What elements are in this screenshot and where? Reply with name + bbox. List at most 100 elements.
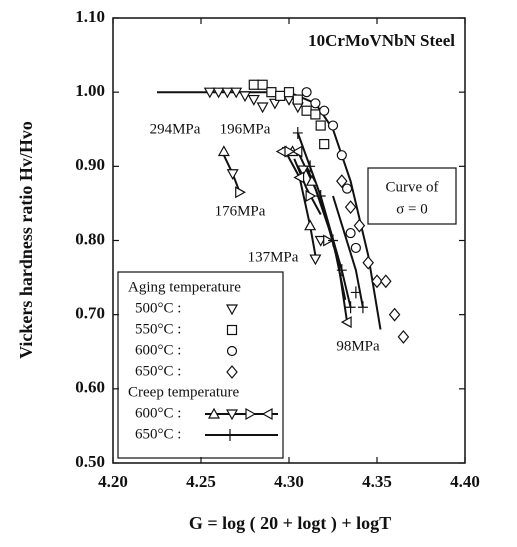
marker: [203, 87, 216, 99]
annotation-box: [367, 167, 457, 225]
legend-title: Creep temperature: [128, 384, 240, 400]
marker: [350, 286, 361, 299]
marker: [266, 87, 277, 98]
marker: [304, 219, 317, 231]
marker: [336, 264, 347, 277]
annotation: 176MPa: [215, 203, 266, 219]
marker: [340, 316, 352, 329]
marker: [256, 102, 269, 114]
marker: [350, 242, 361, 254]
marker: [226, 324, 238, 336]
annotation: Curve of: [386, 179, 439, 195]
y-tick-label: 0.50: [75, 452, 105, 471]
marker: [305, 160, 316, 173]
marker: [362, 255, 374, 270]
marker: [217, 145, 230, 157]
marker: [310, 109, 321, 120]
chart-title: 10CrMoVNbN Steel: [308, 31, 455, 50]
x-axis-label: G = log ( 20 + logt ) + logT: [189, 513, 391, 534]
y-tick-label: 1.10: [75, 7, 105, 26]
curve: [293, 158, 322, 215]
legend-box: [117, 271, 284, 459]
marker: [207, 407, 221, 419]
x-tick-label: 4.35: [362, 472, 392, 491]
marker: [225, 409, 239, 421]
marker: [212, 87, 225, 99]
marker: [301, 87, 312, 98]
annotation: 196MPa: [220, 121, 271, 137]
marker: [328, 234, 338, 247]
marker: [344, 200, 357, 215]
legend-label: 650°C :: [135, 426, 181, 442]
legend-label: 550°C :: [135, 321, 181, 337]
legend-label: 600°C :: [135, 405, 181, 421]
marker: [319, 138, 330, 150]
marker: [297, 165, 310, 177]
marker: [235, 186, 246, 199]
marker: [397, 329, 410, 344]
marker: [226, 365, 238, 379]
marker: [315, 190, 326, 202]
curve: [281, 146, 347, 301]
x-tick-label: 4.25: [186, 472, 216, 491]
marker: [247, 94, 260, 106]
marker: [305, 189, 317, 203]
curve: [332, 195, 364, 308]
marker: [310, 98, 321, 109]
marker: [357, 301, 368, 314]
marker: [284, 145, 296, 158]
marker: [225, 304, 239, 316]
marker: [341, 183, 353, 194]
y-tick-label: 0.90: [75, 155, 105, 174]
curve: [296, 132, 352, 308]
marker: [345, 227, 356, 239]
y-tick-label: 0.80: [75, 229, 105, 248]
marker: [261, 407, 273, 421]
curve: [305, 165, 349, 323]
marker: [305, 174, 318, 186]
legend-title: Aging temperature: [128, 279, 241, 295]
marker: [380, 274, 392, 289]
marker: [336, 150, 347, 161]
marker: [292, 126, 303, 139]
marker: [257, 79, 268, 90]
x-tick-label: 4.20: [98, 472, 128, 491]
annotation: 294MPa: [150, 121, 201, 137]
marker: [291, 145, 303, 158]
marker: [248, 79, 259, 90]
marker: [230, 87, 243, 99]
marker: [301, 105, 312, 116]
marker: [371, 274, 383, 289]
legend-label: 650°C :: [135, 363, 181, 379]
marker: [336, 174, 348, 189]
marker: [245, 407, 257, 421]
annotation: 98MPa: [336, 338, 380, 354]
marker: [268, 98, 281, 110]
marker: [319, 105, 330, 116]
marker: [275, 90, 286, 101]
y-tick-label: 0.70: [75, 304, 105, 323]
x-tick-label: 4.40: [450, 472, 480, 491]
marker: [283, 87, 295, 98]
y-tick-label: 0.60: [75, 378, 105, 397]
marker: [315, 120, 326, 131]
marker: [309, 254, 322, 266]
y-axis-label: Vickers hardness ratio Hv/Hvo: [16, 121, 36, 359]
marker: [226, 345, 238, 357]
marker: [292, 94, 303, 105]
curve: [284, 151, 317, 256]
y-tick-label: 1.00: [75, 81, 105, 100]
marker: [353, 218, 366, 233]
marker: [238, 91, 252, 103]
marker: [388, 307, 401, 322]
legend-label: 500°C :: [135, 300, 181, 316]
annotation: 137MPa: [248, 249, 299, 265]
annotation: σ = 0: [396, 201, 428, 217]
x-tick-label: 4.30: [274, 472, 304, 491]
marker: [345, 301, 356, 314]
marker: [327, 120, 339, 131]
marker: [221, 87, 234, 99]
marker: [225, 429, 235, 441]
marker: [293, 171, 305, 184]
